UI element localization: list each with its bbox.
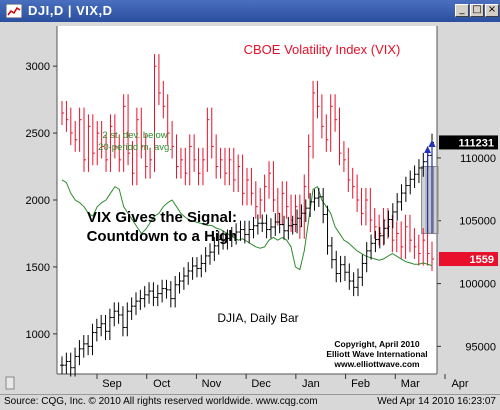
band-label-line1: 2 st. dev. below bbox=[102, 130, 167, 141]
chart-svg: 3000 2500 2000 1500 1000 110000 105000 100000 9… bbox=[0, 22, 500, 392]
month-tick-label: Oct bbox=[153, 378, 170, 390]
djia-tick-label: 110000 bbox=[460, 153, 496, 165]
vix-last-value: 1559 bbox=[470, 254, 494, 266]
month-axis: Sep Oct Nov Dec Jan Feb Mar Apr bbox=[96, 374, 469, 390]
djia-tick-label: 95000 bbox=[465, 341, 496, 353]
signal-arrows bbox=[423, 139, 436, 234]
djia-last-value: 111231 bbox=[459, 137, 495, 149]
close-button[interactable]: × bbox=[485, 4, 499, 17]
copyright-line2: Elliott Wave International bbox=[326, 349, 427, 359]
djia-series bbox=[60, 133, 434, 377]
signal-text-line2: Countdown to a High bbox=[87, 228, 238, 245]
month-tick-label: Dec bbox=[251, 378, 271, 390]
maximize-button[interactable]: □ bbox=[470, 4, 484, 17]
status-source: Source: CQG, Inc. © 2010 All rights rese… bbox=[4, 396, 318, 407]
vix-last-badge bbox=[439, 252, 498, 267]
last-value-badges: 1559 111231 bbox=[439, 135, 498, 267]
scroll-handle[interactable] bbox=[5, 376, 15, 390]
vix-series bbox=[61, 54, 434, 272]
band-label-line2: 20-period m. avg. bbox=[98, 142, 172, 153]
vix-tick-label: 2000 bbox=[26, 195, 50, 207]
vix-tick-label: 1000 bbox=[26, 329, 50, 341]
copyright-line3: www.elliottwave.com bbox=[333, 359, 420, 369]
month-tick-label: Feb bbox=[351, 378, 370, 390]
band-series bbox=[61, 179, 433, 271]
djia-label: DJIA, Daily Bar bbox=[217, 311, 298, 325]
djia-last-badge bbox=[439, 135, 498, 150]
vix-axis: 3000 2500 2000 1500 1000 bbox=[26, 61, 57, 341]
djia-axis: 110000 105000 100000 95000 bbox=[437, 153, 496, 353]
chart-area: 3000 2500 2000 1500 1000 110000 105000 100000 9… bbox=[0, 22, 500, 392]
window-title: DJI,D | VIX,D bbox=[28, 3, 113, 18]
month-tick-label: Apr bbox=[451, 378, 468, 390]
month-tick-label: Sep bbox=[102, 378, 122, 390]
month-tick-label: Jan bbox=[302, 378, 320, 390]
vix-tick-label: 3000 bbox=[26, 61, 50, 73]
signal-boxes bbox=[421, 166, 439, 234]
djia-tick-label: 105000 bbox=[459, 216, 496, 228]
djia-tick-label: 100000 bbox=[459, 279, 496, 291]
status-timestamp: Wed Apr 14 2010 16:23:07 bbox=[377, 396, 496, 407]
window-titlebar[interactable]: DJI,D | VIX,D _ □ × bbox=[0, 0, 500, 22]
vix-title: CBOE Volatility Index (VIX) bbox=[244, 42, 401, 57]
band-line bbox=[61, 179, 433, 271]
status-bar: Source: CQG, Inc. © 2010 All rights rese… bbox=[0, 394, 500, 410]
copyright-line1: Copyright, April 2010 bbox=[334, 339, 419, 349]
chart-window-icon bbox=[6, 4, 22, 18]
vix-tick-label: 2500 bbox=[26, 128, 50, 140]
minimize-button[interactable]: _ bbox=[455, 4, 469, 17]
signal-text-line1: VIX Gives the Signal: bbox=[87, 209, 237, 226]
month-tick-label: Nov bbox=[202, 378, 222, 390]
month-tick-label: Mar bbox=[401, 378, 420, 390]
vix-tick-label: 1500 bbox=[26, 262, 50, 274]
